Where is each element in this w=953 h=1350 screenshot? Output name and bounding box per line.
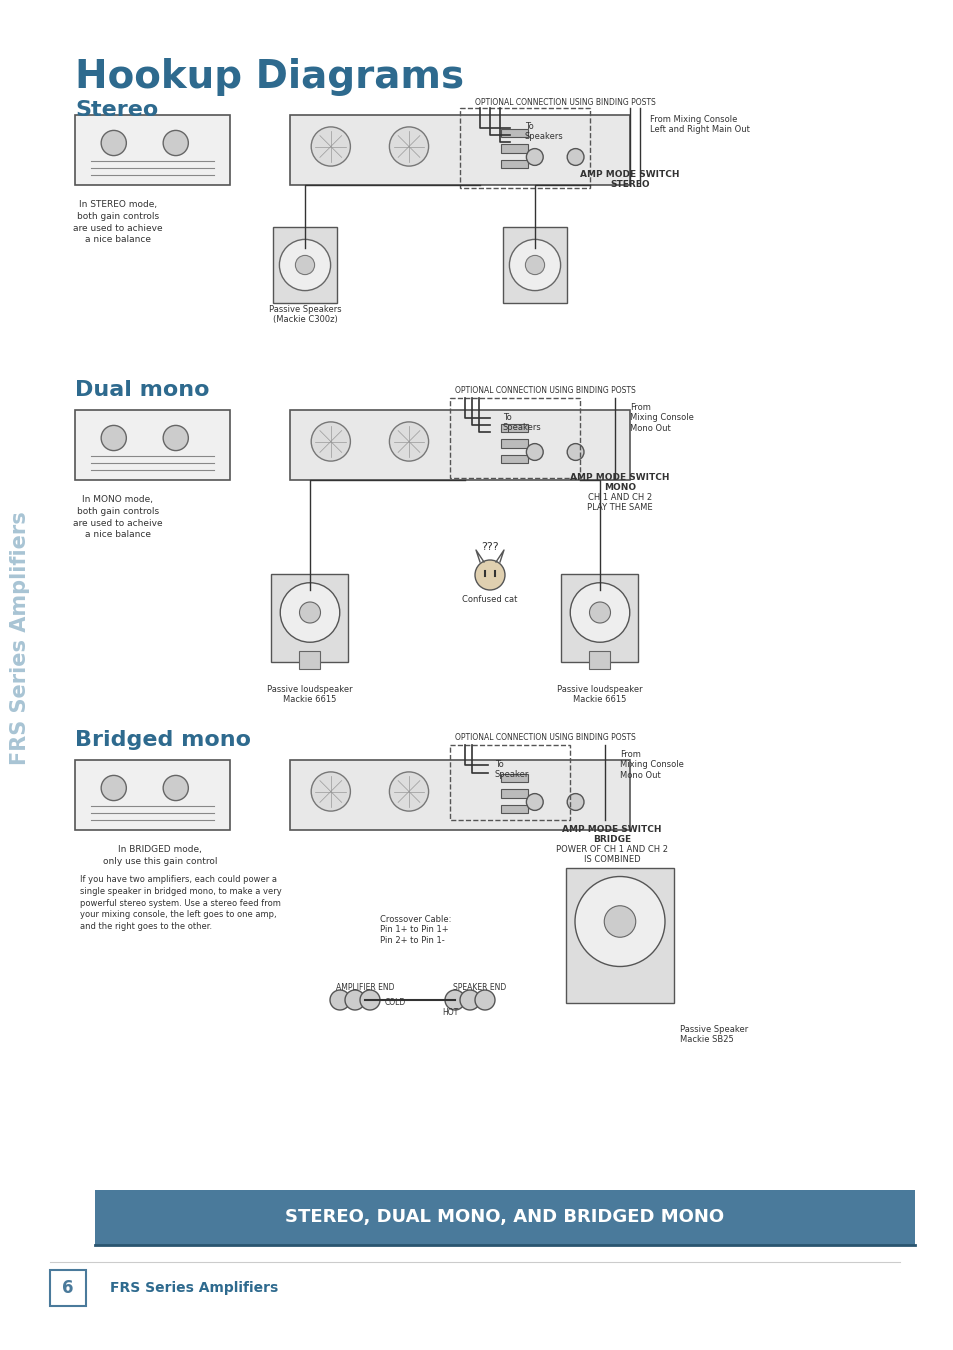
Circle shape (475, 990, 495, 1010)
Bar (75, 760, 230, 830)
Circle shape (389, 423, 428, 462)
Bar (272, 574, 348, 662)
Circle shape (389, 772, 428, 811)
Circle shape (526, 148, 542, 166)
Circle shape (163, 425, 188, 451)
Circle shape (101, 131, 126, 155)
Circle shape (475, 560, 504, 590)
Bar (290, 410, 629, 481)
Text: Passive loudspeaker
Mackie 6615: Passive loudspeaker Mackie 6615 (267, 684, 353, 705)
Bar (500, 424, 527, 432)
Bar (299, 651, 320, 668)
Circle shape (567, 148, 583, 166)
Text: SPEAKER END: SPEAKER END (453, 983, 506, 992)
Bar (500, 774, 527, 783)
Text: Passive Speakers
(Mackie C300z): Passive Speakers (Mackie C300z) (269, 305, 341, 324)
Bar (502, 227, 566, 304)
Text: OPTIONAL CONNECTION USING BINDING POSTS: OPTIONAL CONNECTION USING BINDING POSTS (455, 733, 635, 743)
Text: Passive loudspeaker
Mackie 6615: Passive loudspeaker Mackie 6615 (557, 684, 642, 705)
Text: POWER OF CH 1 AND CH 2
IS COMBINED: POWER OF CH 1 AND CH 2 IS COMBINED (556, 845, 667, 864)
Circle shape (509, 239, 560, 290)
Circle shape (345, 990, 365, 1010)
Bar (500, 439, 527, 448)
Text: COLD: COLD (384, 998, 405, 1007)
Circle shape (311, 772, 350, 811)
Circle shape (570, 583, 629, 643)
Bar (500, 790, 527, 798)
Bar (589, 651, 610, 668)
Bar (50, 1270, 86, 1305)
Bar (75, 410, 230, 481)
Text: Hookup Diagrams: Hookup Diagrams (75, 58, 464, 96)
Bar (459, 108, 589, 188)
Circle shape (526, 794, 542, 810)
Bar (500, 159, 527, 169)
Text: Dual mono: Dual mono (75, 379, 210, 400)
Circle shape (526, 444, 542, 460)
Circle shape (603, 906, 635, 937)
Circle shape (101, 775, 126, 801)
Bar (500, 805, 527, 813)
Circle shape (525, 255, 544, 274)
Text: Passive Speaker
Mackie SB25: Passive Speaker Mackie SB25 (679, 1025, 747, 1045)
Circle shape (163, 775, 188, 801)
Bar (95, 1189, 914, 1245)
Circle shape (280, 583, 339, 643)
Text: AMPLIFIER END: AMPLIFIER END (335, 983, 394, 992)
Circle shape (101, 425, 126, 451)
Text: AMP MODE SWITCH
STEREO: AMP MODE SWITCH STEREO (579, 170, 679, 189)
Text: If you have two amplifiers, each could power a
single speaker in bridged mono, t: If you have two amplifiers, each could p… (80, 875, 281, 932)
Circle shape (567, 444, 583, 460)
Circle shape (459, 990, 479, 1010)
Bar (500, 144, 527, 153)
Text: CH 1 AND CH 2
PLAY THE SAME: CH 1 AND CH 2 PLAY THE SAME (587, 493, 652, 513)
Circle shape (575, 876, 664, 967)
Circle shape (389, 127, 428, 166)
Text: From
Mixing Console
Mono Out: From Mixing Console Mono Out (629, 404, 693, 433)
Bar (450, 745, 569, 819)
Circle shape (311, 423, 350, 462)
Bar (561, 574, 638, 662)
Circle shape (279, 239, 331, 290)
Circle shape (589, 602, 610, 622)
Circle shape (163, 131, 188, 155)
Text: To
Speaker: To Speaker (495, 760, 529, 779)
Text: Confused cat: Confused cat (462, 595, 517, 603)
Text: OPTIONAL CONNECTION USING BINDING POSTS: OPTIONAL CONNECTION USING BINDING POSTS (455, 386, 635, 396)
Circle shape (444, 990, 464, 1010)
Text: FRS Series Amplifiers: FRS Series Amplifiers (110, 1281, 278, 1295)
Text: OPTIONAL CONNECTION USING BINDING POSTS: OPTIONAL CONNECTION USING BINDING POSTS (475, 99, 655, 107)
Bar (500, 455, 527, 463)
Text: STEREO, DUAL MONO, AND BRIDGED MONO: STEREO, DUAL MONO, AND BRIDGED MONO (285, 1208, 723, 1226)
Text: To
Speakers: To Speakers (502, 413, 541, 432)
Bar (290, 115, 629, 185)
Text: 6: 6 (62, 1278, 73, 1297)
Text: FRS Series Amplifiers: FRS Series Amplifiers (10, 512, 30, 765)
Text: AMP MODE SWITCH
MONO: AMP MODE SWITCH MONO (570, 472, 669, 493)
Bar (565, 868, 673, 1003)
Text: ???: ??? (480, 541, 498, 552)
Text: From
Mixing Console
Mono Out: From Mixing Console Mono Out (619, 751, 683, 780)
Text: HOT: HOT (441, 1008, 457, 1017)
Bar (500, 130, 527, 138)
Text: In MONO mode,
both gain controls
are used to acheive
a nice balance: In MONO mode, both gain controls are use… (73, 495, 163, 540)
Text: AMP MODE SWITCH
BRIDGE: AMP MODE SWITCH BRIDGE (561, 825, 661, 844)
Text: Bridged mono: Bridged mono (75, 730, 251, 751)
Circle shape (567, 794, 583, 810)
Bar (75, 115, 230, 185)
Circle shape (295, 255, 314, 274)
Text: From Mixing Console
Left and Right Main Out: From Mixing Console Left and Right Main … (649, 115, 749, 135)
Circle shape (311, 127, 350, 166)
Circle shape (359, 990, 379, 1010)
Text: In STEREO mode,
both gain controls
are used to achieve
a nice balance: In STEREO mode, both gain controls are u… (73, 200, 163, 244)
Bar (290, 760, 629, 830)
Bar (273, 227, 336, 304)
Bar (450, 398, 579, 478)
Circle shape (299, 602, 320, 622)
Text: Stereo: Stereo (75, 100, 158, 120)
Circle shape (330, 990, 350, 1010)
Text: In BRIDGED mode,
only use this gain control: In BRIDGED mode, only use this gain cont… (103, 845, 217, 865)
Text: Crossover Cable:
Pin 1+ to Pin 1+
Pin 2+ to Pin 1-: Crossover Cable: Pin 1+ to Pin 1+ Pin 2+… (379, 915, 451, 945)
Text: To
Speakers: To Speakers (524, 122, 563, 142)
